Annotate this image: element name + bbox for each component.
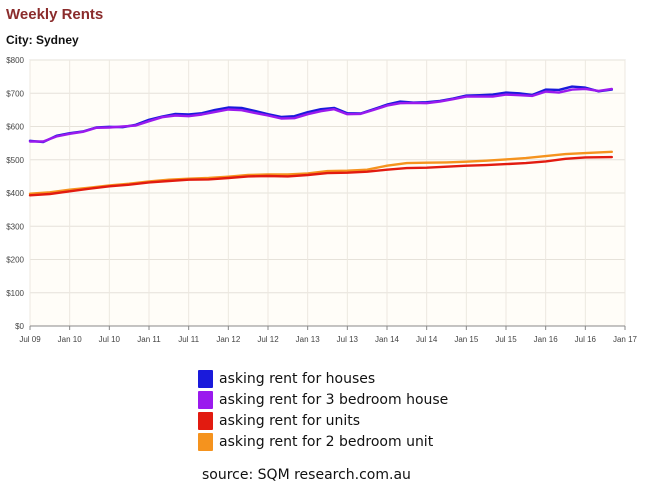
x-tick-label: Jul 12 bbox=[257, 335, 279, 344]
legend-item: asking rent for houses bbox=[198, 368, 448, 389]
line-chart: $0 $100 $200 $300 $400 $500 $600 $700 $800 Jul 09… bbox=[6, 56, 638, 344]
y-tick-label: $400 bbox=[6, 189, 24, 198]
y-tick-label: $100 bbox=[6, 289, 24, 298]
legend-label: asking rent for 3 bedroom house bbox=[219, 391, 449, 408]
x-tick-label: Jul 15 bbox=[495, 335, 517, 344]
source-note: source: SQM research.com.au bbox=[202, 467, 411, 483]
legend-swatch bbox=[198, 432, 213, 451]
y-tick-label: $700 bbox=[6, 89, 24, 98]
y-tick-label: $800 bbox=[6, 56, 24, 65]
x-tick-label: Jan 10 bbox=[58, 335, 83, 344]
y-tick-label: $300 bbox=[6, 222, 24, 231]
legend-swatch bbox=[198, 369, 213, 388]
x-tick-label: Jan 14 bbox=[375, 335, 400, 344]
legend-swatch bbox=[198, 411, 213, 430]
y-tick-label: $200 bbox=[6, 256, 24, 265]
series-line bbox=[28, 155, 613, 197]
legend-item: asking rent for 3 bedroom house bbox=[198, 389, 448, 410]
x-tick-label: Jul 09 bbox=[19, 335, 41, 344]
legend-label: asking rent for units bbox=[219, 412, 361, 429]
x-tick-label: Jul 14 bbox=[416, 335, 438, 344]
x-tick-label: Jul 10 bbox=[99, 335, 121, 344]
x-tick-label: Jan 16 bbox=[534, 335, 559, 344]
x-tick-label: Jan 11 bbox=[137, 335, 161, 344]
x-tick-label: Jan 13 bbox=[296, 335, 321, 344]
y-tick-label: $0 bbox=[15, 322, 24, 331]
x-tick-label: Jan 15 bbox=[454, 335, 479, 344]
y-tick-label: $500 bbox=[6, 156, 24, 165]
y-tick-label: $600 bbox=[6, 123, 24, 132]
series-line bbox=[28, 87, 613, 143]
x-tick-label: Jan 17 bbox=[613, 335, 638, 344]
legend-label: asking rent for 2 bedroom unit bbox=[219, 433, 434, 450]
legend-item: asking rent for 2 bedroom unit bbox=[198, 431, 448, 452]
legend-swatch bbox=[198, 390, 213, 409]
legend-item: asking rent for units bbox=[198, 410, 448, 431]
legend-label: asking rent for houses bbox=[219, 370, 376, 387]
chart-subtitle: City: Sydney bbox=[6, 33, 79, 47]
chart-legend: asking rent for houses asking rent for 3 … bbox=[198, 368, 448, 452]
chart-title: Weekly Rents bbox=[6, 6, 104, 23]
x-tick-label: Jan 12 bbox=[216, 335, 241, 344]
x-tick-label: Jul 11 bbox=[178, 335, 199, 344]
x-tick-label: Jul 16 bbox=[575, 335, 597, 344]
x-tick-label: Jul 13 bbox=[337, 335, 359, 344]
